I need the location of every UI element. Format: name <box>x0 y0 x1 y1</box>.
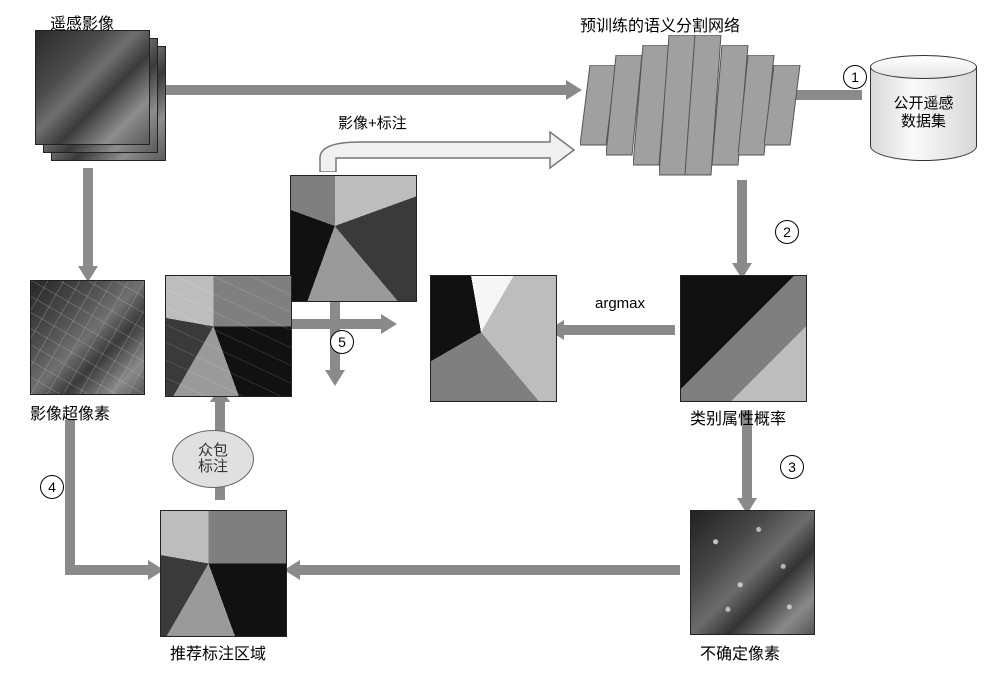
annotated-seg-tile <box>290 175 417 302</box>
class-prob-tile <box>680 275 807 402</box>
arrow <box>65 420 75 575</box>
step-4: 4 <box>40 475 64 499</box>
step-1: 1 <box>843 65 867 89</box>
label-image_plus_annot: 影像+标注 <box>338 112 407 133</box>
arrow <box>562 325 675 335</box>
remote-image-tile <box>35 30 150 145</box>
prediction-seg-tile <box>430 275 557 402</box>
step-2: 2 <box>775 220 799 244</box>
label-remote_image: 遥感影像 <box>50 10 114 34</box>
shape <box>764 65 802 147</box>
shape <box>300 128 580 172</box>
uncertain-tile <box>690 510 815 635</box>
recommend-tile <box>160 510 287 637</box>
arrow <box>325 370 345 386</box>
label-uncertain_pixel: 不确定像素 <box>700 640 780 664</box>
label-image_superpixel: 影像超像素 <box>30 400 110 424</box>
label-recommend_region: 推荐标注区域 <box>170 640 266 664</box>
arrow <box>298 565 680 575</box>
label-class_prob: 类别属性概率 <box>690 405 786 429</box>
crowdsource-oval: 众包标注 <box>172 430 254 488</box>
step-3: 3 <box>780 455 804 479</box>
dataset-cylinder: 公开遥感数据集 <box>870 66 977 161</box>
label-argmax: argmax <box>595 295 645 312</box>
combined-tile <box>165 275 292 397</box>
arrow <box>737 180 747 265</box>
step-5: 5 <box>330 330 354 354</box>
superpixel-tile <box>30 280 145 395</box>
arrow <box>70 565 150 575</box>
label-pretrained_net: 预训练的语义分割网络 <box>580 12 740 36</box>
arrow <box>381 314 397 334</box>
arrow <box>160 85 568 95</box>
arrow <box>83 168 93 268</box>
